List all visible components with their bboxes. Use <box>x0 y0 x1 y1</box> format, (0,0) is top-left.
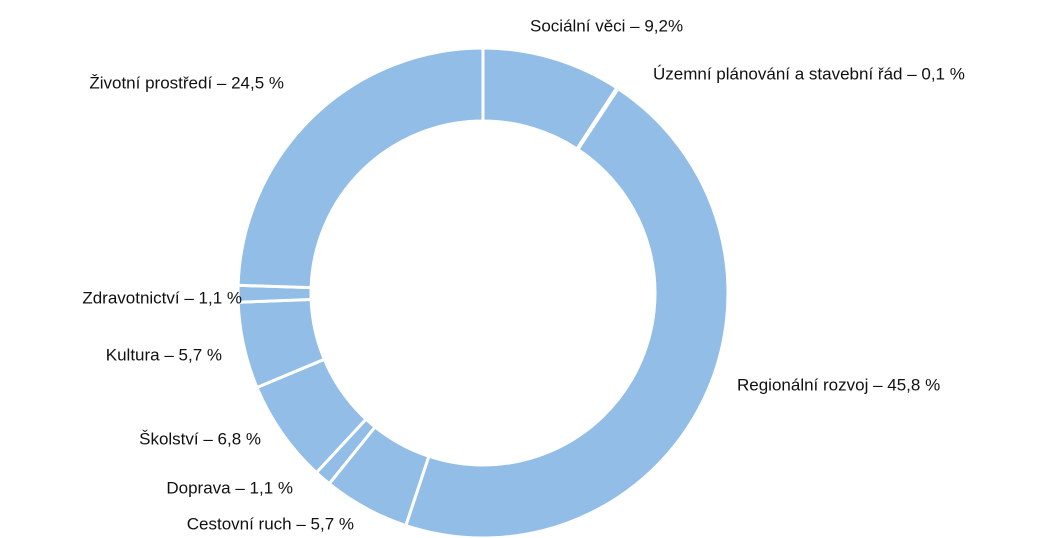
donut-slice <box>236 46 485 290</box>
slice-label: Životní prostředí – 24,5 % <box>89 73 284 92</box>
slice-label: Cestovní ruch – 5,7 % <box>187 514 354 533</box>
slice-label: Sociální věci – 9,2% <box>530 16 683 35</box>
slice-label: Doprava – 1,1 % <box>166 478 293 497</box>
slice-label: Regionální rozvoj – 45,8 % <box>737 375 940 394</box>
slice-label: Kultura – 5,7 % <box>106 345 222 364</box>
slice-label: Školství – 6,8 % <box>139 429 261 448</box>
slice-label: Územní plánování a stavební řád – 0,1 % <box>653 64 965 83</box>
slice-label: Zdravotnictví – 1,1 % <box>82 288 242 307</box>
donut-slice <box>403 86 730 538</box>
